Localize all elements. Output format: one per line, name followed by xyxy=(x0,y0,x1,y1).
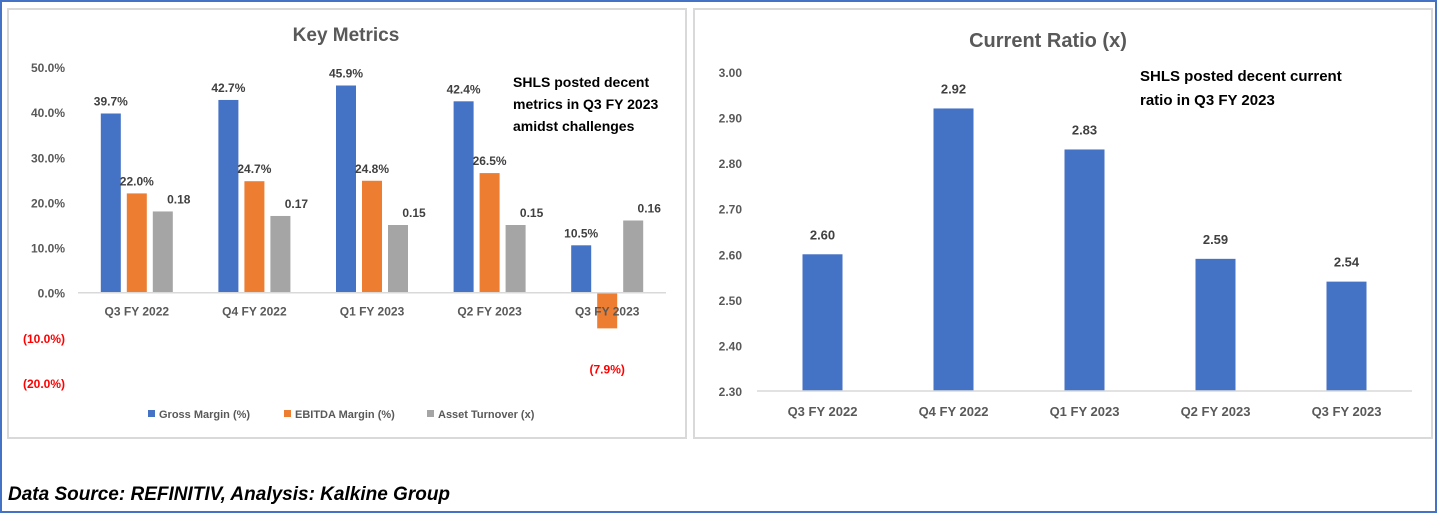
y-tick-label: 20.0% xyxy=(31,196,65,210)
x-tick-label: Q1 FY 2023 xyxy=(1050,404,1120,419)
bar-asset-turnover xyxy=(623,220,644,293)
data-label: 2.83 xyxy=(1072,122,1097,137)
annotation-text: ratio in Q3 FY 2023 xyxy=(1140,92,1275,109)
x-tick-label: Q2 FY 2023 xyxy=(457,305,522,319)
y-tick-label: 50.0% xyxy=(31,61,65,75)
x-tick-label: Q3 FY 2023 xyxy=(575,305,640,319)
y-tick-label: 30.0% xyxy=(31,151,65,165)
annotation-text: SHLS posted decent current xyxy=(1140,68,1342,85)
legend-swatch xyxy=(284,410,291,417)
data-label: 0.18 xyxy=(167,192,191,206)
legend-label: EBITDA Margin (%) xyxy=(295,409,395,421)
y-tick-label: 2.80 xyxy=(719,157,743,171)
data-label: 0.15 xyxy=(402,206,426,220)
x-tick-label: Q3 FY 2022 xyxy=(105,305,170,319)
data-label: 0.15 xyxy=(520,206,544,220)
bar-current-ratio xyxy=(1195,258,1236,391)
data-label: 42.4% xyxy=(447,82,481,96)
data-label: 2.60 xyxy=(810,227,835,242)
x-tick-label: Q3 FY 2022 xyxy=(788,404,858,419)
bar-ebitda-margin xyxy=(362,180,382,293)
annotation-text: metrics in Q3 FY 2023 xyxy=(513,96,658,112)
data-label: 2.59 xyxy=(1203,232,1228,247)
y-tick-label: 2.70 xyxy=(719,203,743,217)
legend-label: Gross Margin (%) xyxy=(159,409,250,421)
bar-gross-margin xyxy=(336,85,356,293)
data-label: (7.9%) xyxy=(590,362,625,376)
data-label: 0.17 xyxy=(285,197,309,211)
y-tick-label: (10.0%) xyxy=(23,332,65,346)
x-tick-label: Q2 FY 2023 xyxy=(1181,404,1251,419)
data-label: 24.8% xyxy=(355,162,389,176)
y-tick-label: 0.0% xyxy=(38,287,66,301)
data-label: 24.7% xyxy=(237,162,271,176)
bar-ebitda-margin xyxy=(244,181,265,293)
data-label: 0.16 xyxy=(638,201,662,215)
data-label: 22.0% xyxy=(120,174,154,188)
bar-current-ratio xyxy=(1326,281,1367,391)
y-tick-label: 2.90 xyxy=(719,112,743,126)
bar-asset-turnover xyxy=(152,211,173,293)
bar-ebitda-margin xyxy=(597,292,618,329)
data-label: 2.54 xyxy=(1334,255,1360,270)
bar-gross-margin xyxy=(100,113,121,293)
bar-gross-margin xyxy=(453,101,474,293)
bar-gross-margin xyxy=(218,99,239,293)
bar-current-ratio xyxy=(1064,149,1105,391)
data-label: 42.7% xyxy=(211,81,245,95)
data-label: 39.7% xyxy=(94,94,128,108)
y-tick-label: (20.0%) xyxy=(23,377,65,391)
legend-label: Asset Turnover (x) xyxy=(438,409,535,421)
y-tick-label: 3.00 xyxy=(719,66,743,80)
data-source-footer: Data Source: REFINITIV, Analysis: Kalkin… xyxy=(8,484,451,505)
y-tick-label: 10.0% xyxy=(31,242,65,256)
chart-title: Key Metrics xyxy=(293,25,400,46)
bar-asset-turnover xyxy=(388,225,408,293)
x-tick-label: Q4 FY 2022 xyxy=(919,404,989,419)
legend-swatch xyxy=(427,410,434,417)
data-label: 26.5% xyxy=(473,154,507,168)
bar-current-ratio xyxy=(802,254,843,391)
x-tick-label: Q3 FY 2023 xyxy=(1312,404,1382,419)
bar-ebitda-margin xyxy=(126,193,147,293)
annotation-text: SHLS posted decent xyxy=(513,74,649,90)
chart-title: Current Ratio (x) xyxy=(969,30,1127,52)
bar-asset-turnover xyxy=(270,215,291,293)
annotation-text: amidst challenges xyxy=(513,118,635,134)
y-tick-label: 2.40 xyxy=(719,339,743,353)
y-tick-label: 2.60 xyxy=(719,248,743,262)
x-tick-label: Q1 FY 2023 xyxy=(340,305,405,319)
y-tick-label: 2.30 xyxy=(719,385,743,399)
y-tick-label: 2.50 xyxy=(719,294,743,308)
y-tick-label: 40.0% xyxy=(31,106,65,120)
data-label: 2.92 xyxy=(941,81,966,96)
data-label: 10.5% xyxy=(564,226,598,240)
legend-swatch xyxy=(148,410,155,417)
x-tick-label: Q4 FY 2022 xyxy=(222,305,287,319)
data-label: 45.9% xyxy=(329,67,363,81)
bar-ebitda-margin xyxy=(479,173,500,293)
bar-asset-turnover xyxy=(505,225,526,293)
bar-gross-margin xyxy=(571,245,592,293)
bar-current-ratio xyxy=(933,108,974,391)
